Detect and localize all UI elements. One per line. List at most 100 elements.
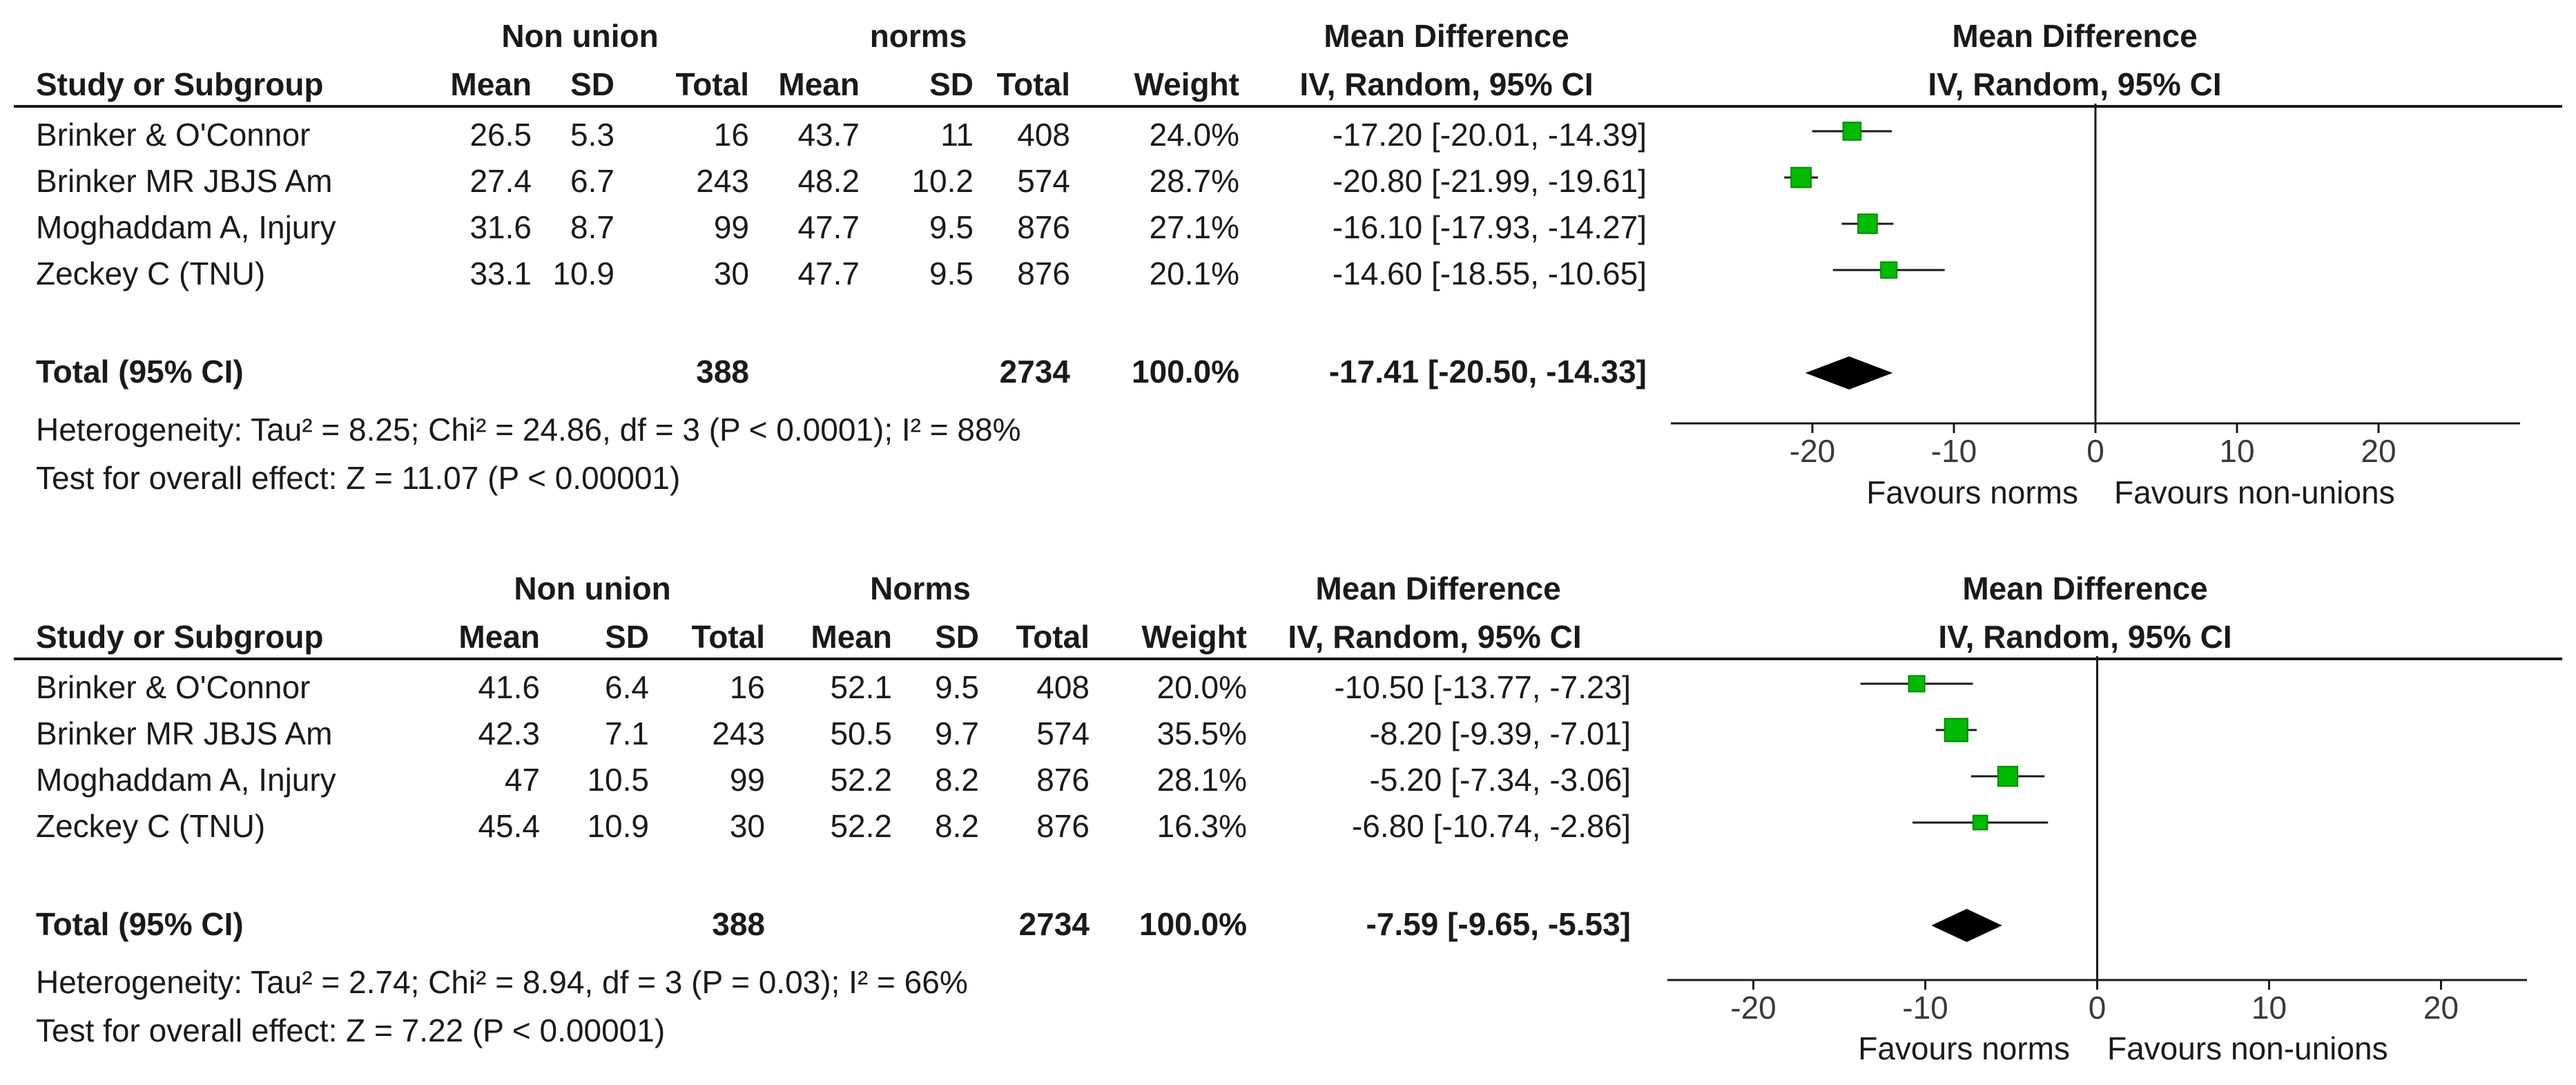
total-label: Total (95% CI)	[36, 906, 244, 942]
heterogeneity-text: Heterogeneity: Tau² = 8.25; Chi² = 24.86…	[36, 412, 1021, 448]
weight-header: Weight	[1141, 619, 1247, 655]
table-cell-mean2: 47.7	[797, 256, 860, 291]
table-cell-mean2: 50.5	[830, 716, 892, 751]
weight-header: Weight	[1134, 66, 1239, 102]
group1-header: Non union	[514, 570, 671, 606]
table-cell-sd1: 10.5	[587, 762, 649, 798]
overall-effect-text: Test for overall effect: Z = 7.22 (P < 0…	[36, 1012, 666, 1048]
md-title: Mean Difference	[1324, 18, 1569, 54]
study-marker	[1880, 261, 1898, 279]
total2-header: Total	[996, 66, 1070, 102]
group2-header: Norms	[870, 570, 971, 606]
table-cell-mean2: 47.7	[797, 209, 860, 245]
table-cell-ci: -8.20 [-9.39, -7.01]	[1369, 716, 1631, 751]
total-weight: 100.0%	[1131, 354, 1239, 390]
table-cell-sd2: 10.2	[911, 163, 974, 199]
table-cell-mean2: 48.2	[797, 163, 860, 199]
table-cell-sd1: 6.7	[570, 163, 614, 199]
sd1-header: SD	[605, 619, 649, 655]
x-tick-label: 20	[2361, 433, 2396, 469]
table-cell-sd2: 9.5	[935, 669, 979, 705]
x-tick-label: 0	[2086, 433, 2104, 469]
table-cell-sd1: 7.1	[605, 716, 649, 751]
table-cell-sd1: 8.7	[570, 209, 614, 245]
group1-header: Non union	[501, 18, 659, 54]
md-title: Mean Difference	[1315, 570, 1561, 606]
table-cell-ci: -14.60 [-18.55, -10.65]	[1332, 256, 1647, 291]
table-cell-sd2: 9.7	[935, 716, 979, 751]
table-cell-total1: 30	[729, 808, 765, 844]
study-marker	[1842, 122, 1862, 141]
table-cell-sd2: 8.2	[935, 762, 979, 798]
x-tick-label: 10	[2219, 433, 2254, 469]
x-tick-label: 10	[2251, 990, 2287, 1026]
header-rule	[14, 105, 2562, 108]
table-cell-weight: 35.5%	[1156, 716, 1247, 751]
table-cell-sd1: 6.4	[605, 669, 649, 705]
table-cell-total1: 16	[729, 669, 765, 705]
group2-header: norms	[869, 18, 967, 54]
table-cell-mean2: 43.7	[797, 117, 860, 153]
table-row-study: Zeckey C (TNU)	[36, 256, 266, 291]
x-tick-label: 0	[2089, 990, 2107, 1026]
total-n1: 388	[712, 906, 765, 942]
study-marker	[1790, 166, 1812, 189]
table-cell-total1: 243	[696, 163, 749, 199]
table-cell-ci: -6.80 [-10.74, -2.86]	[1351, 808, 1631, 844]
x-tick-label: -20	[1790, 433, 1835, 469]
table-cell-ci: -10.50 [-13.77, -7.23]	[1334, 669, 1631, 705]
table-cell-total2: 876	[1036, 808, 1090, 844]
sd2-header: SD	[929, 66, 974, 102]
plot-subtitle: IV, Random, 95% CI	[1928, 66, 2222, 102]
table-cell-weight: 27.1%	[1149, 209, 1239, 245]
x-tick-label: -10	[1902, 990, 1948, 1026]
table-cell-weight: 24.0%	[1149, 117, 1239, 153]
md-subtitle: IV, Random, 95% CI	[1299, 66, 1594, 102]
table-cell-weight: 16.3%	[1156, 808, 1247, 844]
study-column-header: Study or Subgroup	[36, 619, 324, 655]
table-cell-sd2: 8.2	[935, 808, 979, 844]
plot-title: Mean Difference	[1952, 18, 2198, 54]
total1-header: Total	[675, 66, 749, 102]
x-tick-label: -20	[1730, 990, 1776, 1026]
table-cell-mean2: 52.2	[830, 762, 892, 798]
total-ci: -7.59 [-9.65, -5.53]	[1366, 906, 1631, 942]
table-row-study: Zeckey C (TNU)	[36, 808, 266, 844]
table-cell-ci: -16.10 [-17.93, -14.27]	[1332, 209, 1647, 245]
overall-effect-text: Test for overall effect: Z = 11.07 (P < …	[36, 460, 681, 496]
forest-plot-1: -20 -10 0 10 20	[1671, 104, 2520, 469]
table-cell-mean1: 41.6	[478, 669, 540, 705]
table-cell-weight: 20.1%	[1149, 256, 1239, 291]
table-row-study: Brinker & O'Connor	[36, 669, 311, 705]
table-cell-ci: -17.20 [-20.01, -14.39]	[1332, 117, 1647, 153]
total-weight: 100.0%	[1139, 906, 1247, 942]
total2-header: Total	[1016, 619, 1090, 655]
table-cell-total2: 574	[1036, 716, 1090, 751]
study-marker	[1972, 814, 1988, 831]
table-cell-total2: 574	[1017, 163, 1070, 199]
total-n2: 2734	[999, 354, 1070, 390]
table-cell-total2: 876	[1036, 762, 1090, 798]
sd2-header: SD	[935, 619, 979, 655]
table-cell-mean1: 26.5	[469, 117, 532, 153]
table-cell-total1: 16	[713, 117, 749, 153]
study-marker	[1908, 675, 1926, 693]
table-cell-sd1: 10.9	[587, 808, 649, 844]
favours-left-label: Favours norms	[1866, 474, 2078, 510]
table-cell-ci: -20.80 [-21.99, -19.61]	[1332, 163, 1647, 199]
table-cell-mean1: 42.3	[478, 716, 540, 751]
table-cell-total2: 876	[1017, 209, 1070, 245]
table-cell-mean2: 52.1	[830, 669, 892, 705]
study-marker	[1857, 213, 1878, 234]
table-cell-total1: 99	[729, 762, 765, 798]
mean1-header: Mean	[450, 66, 532, 102]
md-subtitle: IV, Random, 95% CI	[1288, 619, 1582, 655]
table-cell-total1: 30	[713, 256, 749, 291]
pooled-diamond	[1931, 909, 2002, 942]
table-cell-total2: 408	[1036, 669, 1090, 705]
total-label: Total (95% CI)	[36, 354, 244, 390]
table-row-study: Moghaddam A, Injury	[36, 209, 336, 245]
plot-subtitle: IV, Random, 95% CI	[1938, 619, 2232, 655]
total-n1: 388	[696, 354, 749, 390]
mean2-header: Mean	[811, 619, 892, 655]
